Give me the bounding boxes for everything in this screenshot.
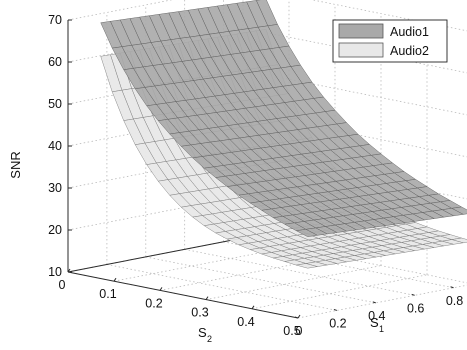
y-tick-label: 0.4: [237, 315, 254, 329]
surface-layer: [100, 0, 467, 269]
grid-line: [242, 237, 467, 284]
legend-swatch-audio1: [338, 23, 384, 39]
x-tick-label: 0.4: [368, 309, 385, 323]
x-tick-label: 0.6: [407, 301, 424, 315]
z-tick-label: 70: [48, 13, 62, 27]
z-axis-label: SNR: [8, 151, 23, 178]
axis-edge: [67, 271, 299, 319]
grid-line: [310, 0, 467, 32]
z-tick-label: 30: [48, 181, 62, 195]
z-tick-label: 10: [48, 265, 62, 279]
y-tick-mark: [159, 287, 163, 291]
y-tick-label: 0: [59, 278, 66, 292]
y-tick-label: 0.2: [145, 296, 162, 310]
y-tick-label: 0.1: [99, 287, 116, 301]
grid-line: [205, 265, 382, 300]
y-tick-label: 0.3: [191, 306, 208, 320]
surface-audio1: [100, 0, 467, 237]
y-tick-mark: [205, 296, 209, 300]
surface-cell: [295, 229, 319, 237]
y-axis-label-sub: 2: [207, 334, 212, 344]
x-tick-label: 0.2: [329, 316, 346, 330]
grid-line: [251, 274, 428, 310]
x-tick-label: 0.8: [446, 294, 463, 308]
x-tick-mark: [333, 308, 338, 311]
grid-line: [145, 256, 376, 304]
legend-swatch-audio2: [338, 42, 384, 58]
grid-line: [297, 284, 467, 319]
z-tick-label: 40: [48, 139, 62, 153]
grid-line: [242, 69, 467, 116]
x-tick-label: 0: [296, 324, 303, 338]
grid-line: [106, 264, 337, 311]
y-tick-mark: [113, 277, 117, 282]
legend-label-audio2: Audio2: [390, 44, 429, 58]
ticks-layer: 1020304050607000.10.20.30.40.500.20.40.6…: [48, 13, 463, 338]
legend: Audio1 Audio2: [332, 19, 448, 63]
x-tick-mark: [411, 293, 415, 296]
x-tick-mark: [294, 316, 299, 319]
grid-line: [223, 241, 454, 289]
grid-line: [67, 0, 174, 21]
x-tick-mark: [450, 286, 454, 289]
grid-line: [184, 248, 415, 296]
y-tick-mark: [297, 314, 301, 319]
y-tick-mark: [251, 305, 255, 310]
y-axis-label: S: [198, 325, 207, 340]
z-tick-label: 60: [48, 55, 62, 69]
axis-edge: [67, 237, 244, 273]
x-axis-label-sub: 1: [379, 324, 384, 334]
legend-label-audio1: Audio1: [390, 25, 429, 39]
z-tick-label: 20: [48, 223, 62, 237]
z-tick-label: 50: [48, 97, 62, 111]
y-tick-label: 0.5: [283, 324, 300, 338]
y-tick-mark: [67, 268, 71, 273]
x-axis-label: S: [370, 315, 379, 330]
surface-cell: [296, 263, 318, 269]
x-tick-mark: [372, 301, 376, 304]
